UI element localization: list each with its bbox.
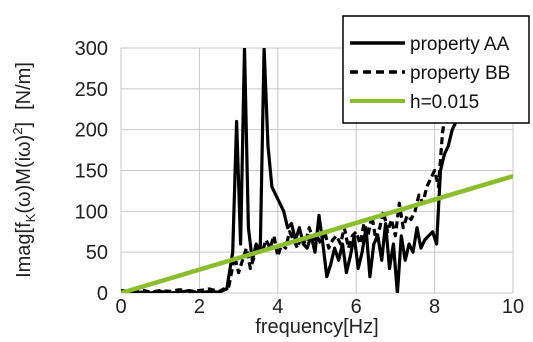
y-axis-title: Imag[fK(ω)M(iω)2] [N/m] — [10, 62, 38, 278]
y-axis-title-c: (ω)M(iω) — [13, 135, 35, 214]
y-tick-label: 300 — [75, 38, 108, 60]
y-axis-title-unit: [N/m] — [13, 62, 35, 110]
legend-label-property-aa: property AA — [410, 34, 510, 55]
legend-label-property-bb: property BB — [410, 63, 510, 84]
x-tick-label: 4 — [272, 296, 283, 318]
legend: property AA property BB h=0.015 — [343, 16, 529, 123]
x-tick-label: 6 — [351, 296, 362, 318]
y-tick-label: 200 — [75, 120, 108, 142]
y-tick-label: 100 — [75, 201, 108, 223]
x-tick-label: 2 — [194, 296, 205, 318]
legend-label-h: h=0.015 — [410, 92, 479, 113]
x-tick-label: 0 — [115, 296, 126, 318]
y-axis-title-sup: 2 — [10, 127, 25, 134]
y-tick-label: 250 — [75, 79, 108, 101]
y-axis-title-sub: K — [23, 213, 38, 222]
x-tick-label: 8 — [429, 296, 440, 318]
y-tick-label: 0 — [97, 283, 108, 305]
x-axis-title: frequency[Hz] — [255, 316, 378, 338]
y-tick-label: 150 — [75, 161, 108, 183]
y-tick-label: 50 — [86, 242, 108, 264]
y-axis-title-a: Imag[f — [13, 222, 35, 278]
x-tick-label: 10 — [502, 296, 524, 318]
y-axis-title-e: ] — [13, 122, 35, 128]
